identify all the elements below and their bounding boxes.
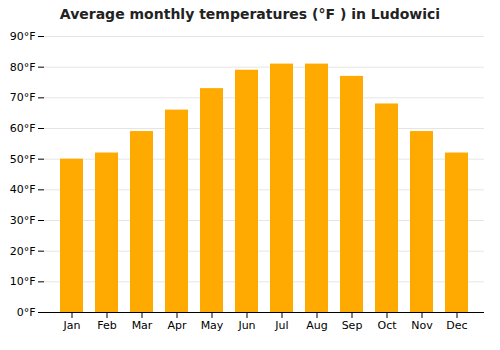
svg-text:Oct: Oct (377, 319, 397, 332)
svg-text:May: May (201, 319, 224, 332)
svg-text:Sep: Sep (342, 319, 363, 332)
svg-text:0°F: 0°F (17, 306, 36, 319)
svg-text:Jun: Jun (237, 319, 255, 332)
svg-text:60°F: 60°F (10, 122, 36, 135)
svg-text:Mar: Mar (132, 319, 153, 332)
svg-text:Apr: Apr (167, 319, 187, 332)
svg-text:30°F: 30°F (10, 214, 36, 227)
svg-text:70°F: 70°F (10, 91, 36, 104)
svg-text:40°F: 40°F (10, 183, 36, 196)
svg-text:20°F: 20°F (10, 245, 36, 258)
svg-text:Jan: Jan (63, 319, 81, 332)
svg-text:10°F: 10°F (10, 275, 36, 288)
svg-text:Jul: Jul (274, 319, 288, 332)
html-text:Average monthly temperatures (: Average monthly temperatures (°F ) in Lu… (59, 6, 441, 22)
svg-text:90°F: 90°F (10, 30, 36, 43)
svg-text:Dec: Dec (446, 319, 467, 332)
svg-text:Nov: Nov (411, 319, 433, 332)
svg-text:80°F: 80°F (10, 61, 36, 74)
svg-text:50°F: 50°F (10, 153, 36, 166)
svg-text:Feb: Feb (97, 319, 116, 332)
svg-text:Aug: Aug (306, 319, 327, 332)
